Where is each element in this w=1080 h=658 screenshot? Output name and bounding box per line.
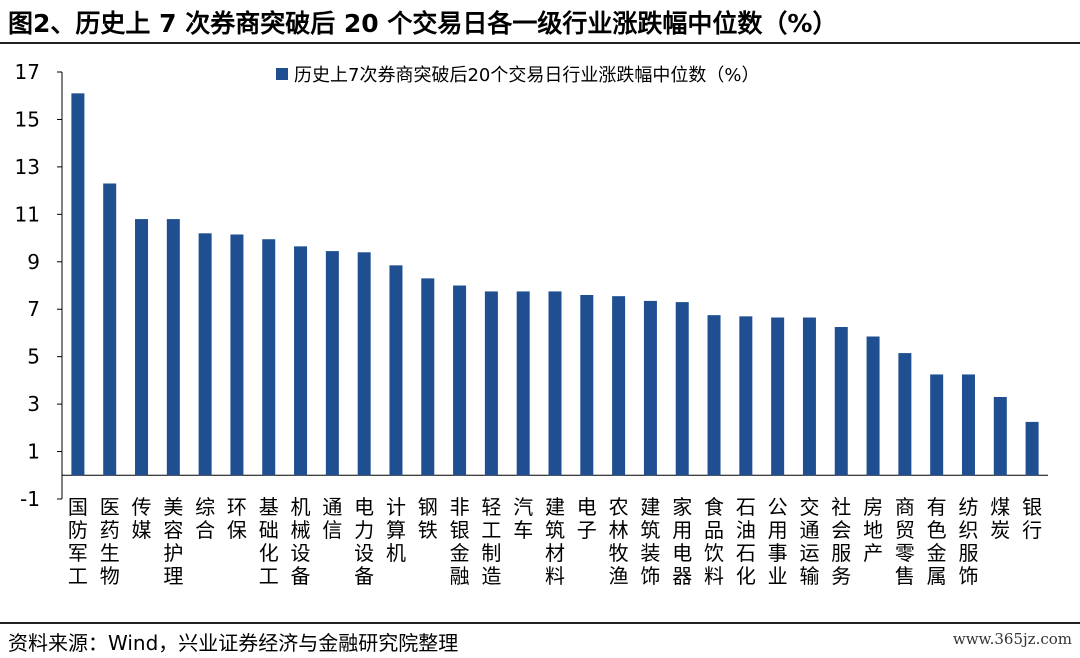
bar [1025, 421, 1039, 476]
x-tick-label: 环保 [227, 495, 247, 542]
x-tick-label: 机械设备 [291, 495, 311, 588]
y-tick-label: 11 [15, 202, 40, 226]
title-divider [0, 42, 1080, 44]
x-tick-label: 农林牧渔 [609, 495, 629, 588]
bar [961, 374, 975, 476]
bar [389, 265, 403, 476]
legend-swatch [276, 68, 288, 80]
bar [230, 234, 244, 476]
bar [103, 183, 117, 476]
bar [643, 300, 657, 476]
source-divider [0, 622, 1080, 624]
y-tick-label: 3 [27, 392, 40, 416]
bar [898, 353, 912, 476]
x-tick-label: 建筑材料 [545, 495, 565, 588]
x-tick-label: 社会服务 [831, 495, 851, 588]
bar [357, 252, 371, 476]
chart-title: 图2、历史上 7 次券商突破后 20 个交易日各一级行业涨跌幅中位数（%） [8, 9, 838, 38]
x-tick-label: 轻工制造 [481, 495, 501, 588]
legend: 历史上7次券商突破后20个交易日行业涨跌幅中位数（%） [276, 65, 759, 86]
x-tick-label: 汽车 [513, 495, 533, 542]
bar [834, 327, 848, 476]
y-tick-label: 15 [15, 107, 40, 131]
x-tick-label: 医药生物 [100, 495, 120, 588]
bar [707, 315, 721, 476]
bar [739, 316, 753, 476]
bar [612, 296, 626, 476]
bar [802, 317, 816, 476]
bars [71, 93, 1039, 476]
bar [516, 291, 530, 476]
x-tick-label: 非银金融 [450, 495, 470, 588]
x-tick-label: 家用电器 [672, 495, 692, 588]
watermark: www.365jz.com [952, 630, 1072, 648]
x-tick-label: 钢铁 [418, 495, 438, 542]
y-tick-label: -1 [20, 487, 40, 511]
bar [198, 233, 212, 476]
x-tick-label: 煤炭 [990, 495, 1010, 542]
bar [71, 93, 85, 476]
x-tick-label: 房地产 [863, 495, 883, 565]
y-axis: 17 15 13 11 9 7 5 3 1 -1 [15, 60, 1048, 511]
bar [135, 219, 149, 476]
bar [580, 294, 594, 476]
bar-chart: 17 15 13 11 9 7 5 3 1 -1 国防军工医药生物传媒美容护理综合环保基础化工机械… [15, 60, 1048, 588]
x-tick-label: 商贸零售 [895, 495, 915, 588]
x-tick-label: 交通运输 [799, 495, 819, 588]
bar [453, 285, 467, 476]
bar [166, 219, 180, 476]
y-tick-label: 9 [27, 250, 40, 274]
x-axis-labels: 国防军工医药生物传媒美容护理综合环保基础化工机械设备通信电力设备计算机钢铁非银金… [68, 495, 1042, 588]
x-tick-label: 基础化工 [259, 495, 279, 588]
x-tick-label: 通信 [322, 495, 342, 542]
bar [325, 251, 339, 476]
x-tick-label: 电子 [577, 495, 597, 542]
legend-label: 历史上7次券商突破后20个交易日行业涨跌幅中位数（%） [294, 65, 759, 86]
x-tick-label: 国防军工 [68, 495, 88, 588]
x-tick-label: 电力设备 [354, 495, 374, 588]
bar [866, 336, 880, 476]
x-tick-label: 美容护理 [163, 495, 183, 588]
x-tick-label: 建筑装饰 [640, 495, 660, 588]
x-tick-label: 计算机 [386, 495, 406, 565]
bar [262, 239, 276, 476]
bar [930, 374, 944, 476]
x-tick-label: 银行 [1022, 495, 1042, 542]
x-tick-label: 有色金属 [927, 495, 947, 588]
source-note: 资料来源：Wind，兴业证券经济与金融研究院整理 [8, 631, 459, 655]
x-tick-label: 综合 [195, 495, 215, 542]
y-tick-label: 13 [15, 155, 40, 179]
y-tick-label: 17 [15, 60, 40, 84]
y-tick-label: 7 [27, 297, 40, 321]
bar [675, 302, 689, 476]
x-tick-label: 石油石化 [736, 495, 756, 588]
bar [993, 396, 1007, 476]
x-tick-label: 食品饮料 [704, 495, 724, 588]
bar [484, 291, 498, 476]
y-tick-label: 1 [27, 440, 40, 464]
x-tick-label: 传媒 [132, 495, 152, 542]
x-tick-label: 纺织服饰 [958, 495, 978, 588]
bar [548, 291, 562, 476]
bar [421, 278, 435, 476]
bar [771, 317, 785, 476]
bar [294, 246, 308, 476]
x-tick-label: 公用事业 [768, 495, 788, 588]
y-tick-label: 5 [27, 345, 40, 369]
